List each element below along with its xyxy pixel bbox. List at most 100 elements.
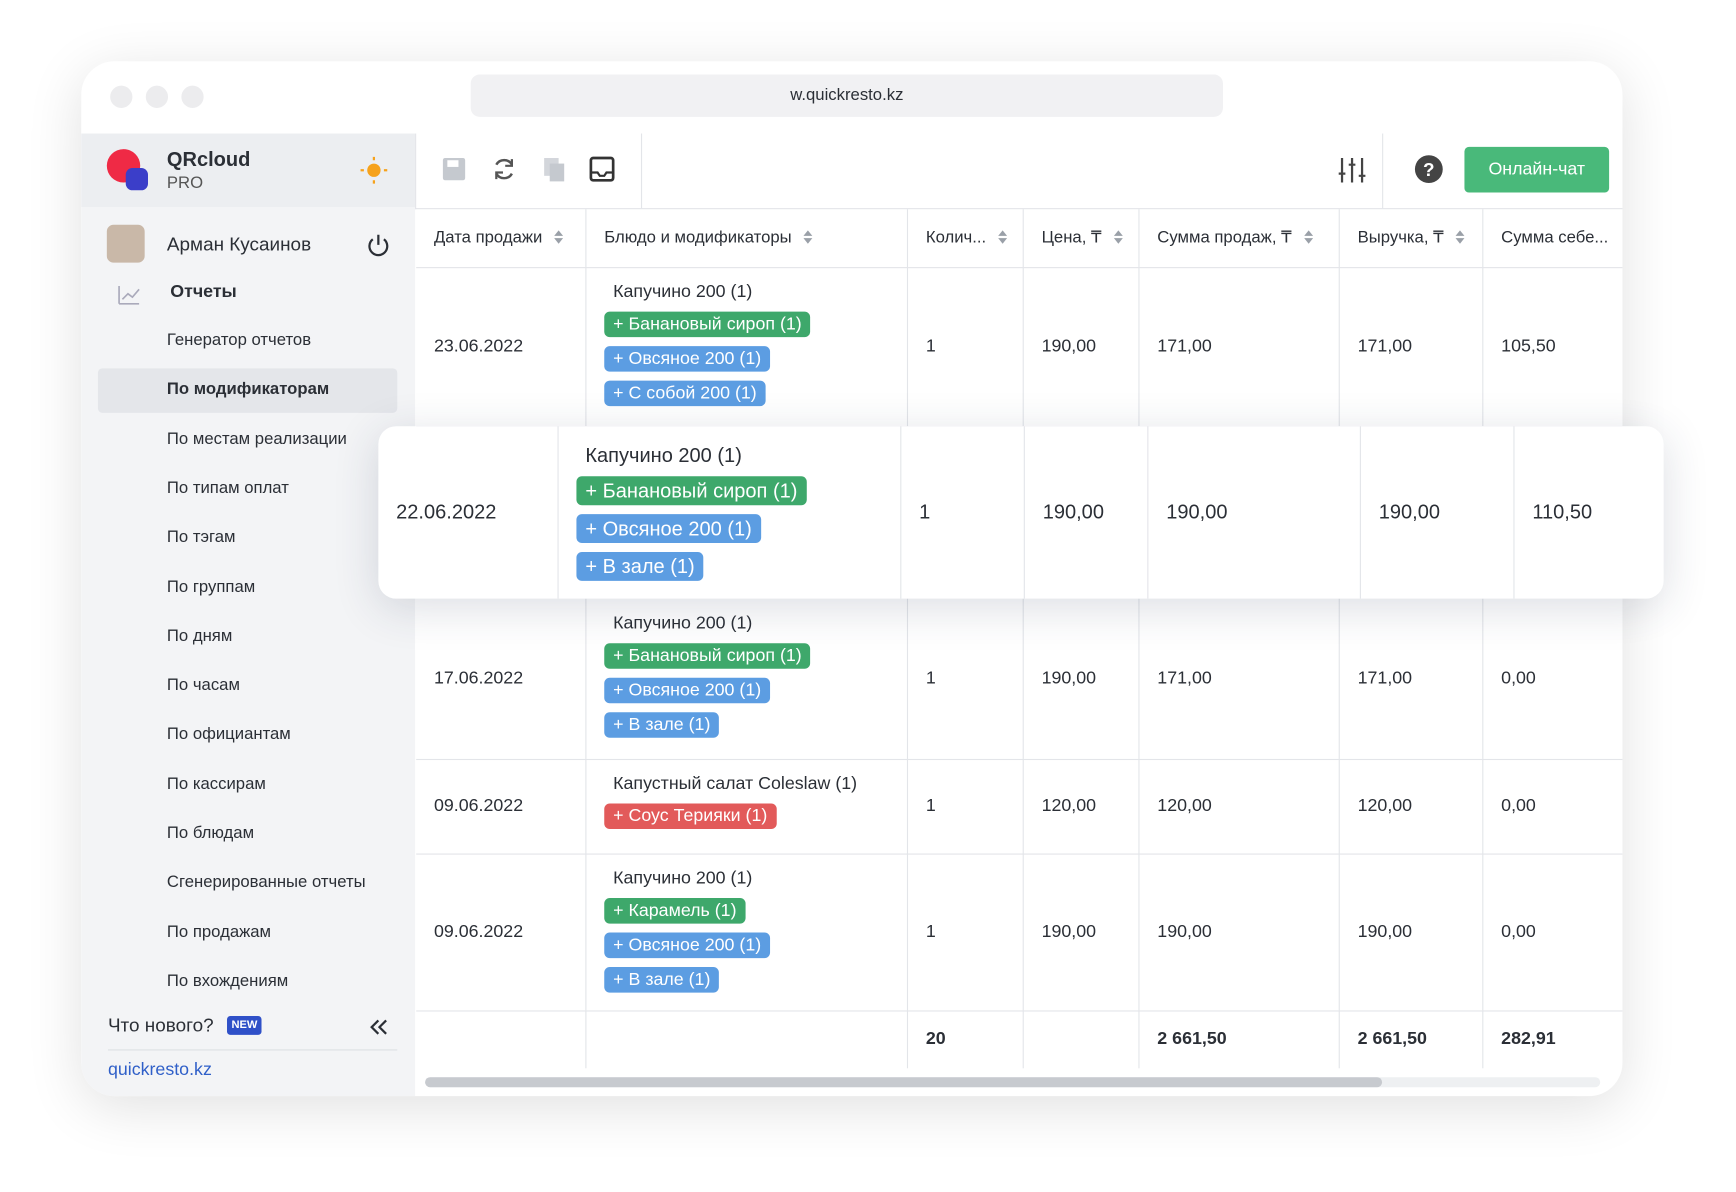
menu-item[interactable]: По вхождениям	[166, 971, 289, 991]
dish-name: Капучино 200 (1)	[613, 282, 753, 302]
menu-item[interactable]: По тэгам	[166, 527, 236, 547]
total-revenue: 2 661,50	[1357, 1029, 1427, 1049]
modifier-pill: + Овсяное 200 (1)	[576, 514, 761, 544]
column-header[interactable]: Блюдо и модификаторы	[586, 209, 909, 268]
settings-icon[interactable]	[1338, 156, 1367, 185]
logo	[106, 149, 149, 191]
modifier-pill: + С собой 200 (1)	[604, 380, 766, 407]
cell: 120,00	[1140, 758, 1340, 854]
dish-name: Капучино 200 (1)	[585, 444, 742, 467]
column-header[interactable]: Сумма себе...	[1501, 228, 1609, 248]
menu-item[interactable]: По модификаторам	[166, 379, 330, 399]
url-bar[interactable]: w.quickresto.kz	[470, 74, 1223, 117]
price: 190,00	[1041, 336, 1097, 356]
svg-text:?: ?	[1423, 160, 1435, 181]
price: 190,00	[1041, 668, 1097, 688]
total-cell: 282,91	[1483, 1010, 1622, 1068]
modifier-row: + Овсяное 200 (1)	[604, 337, 907, 372]
sort-icon[interactable]	[553, 229, 564, 245]
cell: 1	[908, 598, 1024, 759]
sales: 171,00	[1157, 336, 1212, 356]
modifier-row: + Карамель (1)	[604, 889, 907, 924]
revenue: 171,00	[1357, 336, 1413, 356]
modifier-row: + С собой 200 (1)	[604, 372, 907, 407]
revenue: 120,00	[1357, 796, 1413, 816]
table-row: 23.06.2022 Капучино 200 (1) + Банановый си…	[416, 267, 1623, 428]
column-header[interactable]: Дата продажи	[416, 209, 587, 268]
cell: 190,00	[1340, 853, 1484, 1011]
whats-new[interactable]: Что нового?	[107, 1014, 214, 1037]
cost: 110,50	[1532, 500, 1593, 524]
collapse-icon[interactable]	[368, 1017, 388, 1037]
modifier-row: + Овсяное 200 (1)	[576, 505, 900, 544]
modifier-row: + В зале (1)	[604, 703, 907, 738]
window-dot	[145, 85, 169, 108]
chat-button[interactable]: Онлайн-чат	[1464, 146, 1610, 193]
window-dot	[110, 85, 133, 108]
scrollbar-thumb[interactable]	[425, 1077, 1383, 1088]
menu-item[interactable]: Генератор отчетов	[166, 330, 312, 350]
modifier-row: + Овсяное 200 (1)	[604, 669, 907, 704]
menu-item[interactable]: По местам реализации	[166, 429, 347, 449]
modifier-pill: + Соус Терияки (1)	[604, 803, 777, 830]
sales: 120,00	[1157, 796, 1212, 816]
menu-active-bg	[97, 368, 398, 414]
column-header[interactable]: Цена, ₸	[1024, 209, 1140, 268]
modifier-pill: + Банановый сироп (1)	[604, 311, 811, 338]
column-header[interactable]: Сумма продаж, ₸	[1140, 209, 1340, 268]
cell: 120,00	[1024, 758, 1140, 854]
date: 09.06.2022	[433, 921, 524, 941]
new-badge: NEW	[227, 1015, 262, 1035]
divider	[107, 1049, 398, 1051]
cell: 17.06.2022	[416, 598, 587, 759]
cell: 23.06.2022	[416, 267, 587, 427]
menu-item[interactable]: По продажам	[166, 922, 272, 941]
menu-item[interactable]: По группам	[166, 576, 256, 596]
menu-item[interactable]: По официантам	[166, 724, 291, 744]
refresh-icon[interactable]	[491, 156, 518, 183]
copy-icon[interactable]	[541, 156, 568, 183]
sort-icon[interactable]	[1303, 229, 1314, 245]
menu-item[interactable]: По дням	[166, 626, 233, 646]
sort-icon[interactable]	[1113, 229, 1124, 245]
user-name: Арман Кусаинов	[166, 233, 312, 255]
menu-item[interactable]: По часам	[166, 675, 240, 695]
sort-icon[interactable]	[1455, 229, 1466, 245]
footer-link[interactable]: quickresto.kz	[107, 1060, 212, 1080]
sort-icon[interactable]	[803, 229, 814, 245]
sidebar: QRcloud PRO Арман Кусаинов Отчеты Генера…	[81, 133, 416, 1097]
price: 190,00	[1042, 500, 1104, 524]
theme-icon[interactable]	[359, 156, 388, 185]
menu-item[interactable]: Сгенерированные отчеты	[166, 872, 366, 892]
revenue: 190,00	[1357, 921, 1413, 941]
cell: 0,00	[1483, 599, 1622, 759]
cost: 0,00	[1501, 921, 1536, 941]
save-icon[interactable]	[441, 156, 468, 183]
date: 23.06.2022	[433, 336, 524, 356]
cell: 0,00	[1483, 854, 1622, 1011]
menu-item[interactable]: По блюдам	[166, 823, 255, 843]
table-row: 09.06.2022 Капустный салат Coleslaw (1) + …	[416, 758, 1623, 855]
menu-item[interactable]: По типам оплат	[166, 478, 289, 498]
cell: 0,00	[1483, 759, 1622, 854]
highlighted-row[interactable]: 22.06.2022 Капучино 200 (1) + Банановый си…	[378, 426, 1664, 599]
menu-item[interactable]: По кассирам	[166, 774, 266, 794]
cell: 105,50	[1483, 267, 1622, 426]
modifier-pill: + Овсяное 200 (1)	[604, 677, 771, 704]
sales: 171,00	[1157, 668, 1212, 688]
sales: 190,00	[1166, 500, 1228, 524]
inbox-icon[interactable]	[589, 156, 616, 183]
brand-plan: PRO	[166, 173, 204, 193]
cell: 190,00	[1025, 426, 1149, 599]
column-header[interactable]: Колич...	[908, 209, 1024, 268]
help-icon[interactable]: ?	[1414, 155, 1443, 184]
total-sales: 2 661,50	[1157, 1029, 1227, 1049]
logout-icon[interactable]	[366, 233, 390, 257]
price: 190,00	[1041, 921, 1097, 941]
sort-icon[interactable]	[997, 229, 1008, 245]
column-header[interactable]: Выручка, ₸	[1340, 209, 1484, 268]
cell: 190,00	[1024, 267, 1140, 427]
window-dot	[181, 85, 204, 108]
cell: 171,00	[1340, 267, 1484, 427]
